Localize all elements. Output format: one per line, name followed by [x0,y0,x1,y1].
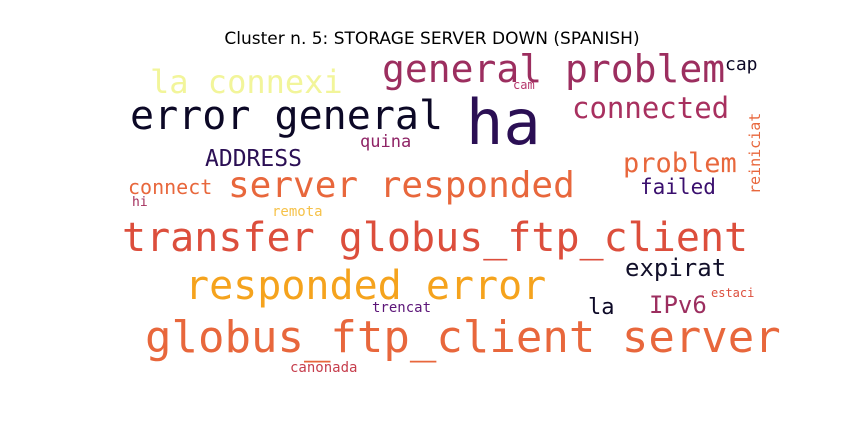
word-3: la connexi [150,63,343,101]
word-7: reiniciat [746,112,764,194]
word-21: IPv6 [649,291,707,319]
word-0: ha [466,86,541,159]
word-17: expirat [625,254,727,282]
word-14: hi [132,195,148,210]
chart-title: Cluster n. 5: STORAGE SERVER DOWN (SPANI… [224,29,640,49]
word-16: transfer globus_ftp_client [122,215,749,261]
word-12: server responded [228,165,575,206]
word-1: error general [130,93,444,139]
word-6: cam [513,78,535,92]
word-18: responded error [185,263,547,309]
word-22: trencat [372,300,432,316]
word-23: globus_ftp_client server [145,312,781,363]
word-15: remota [272,204,323,220]
word-19: estaci [711,286,755,300]
word-2: general problem [382,47,726,91]
word-24: canonada [290,360,358,376]
word-4: connected [572,91,730,125]
word-8: quina [360,132,412,152]
word-20: la [588,295,615,320]
word-11: connect [128,175,213,199]
word-5: cap [725,54,758,75]
word-10: problem [623,148,737,179]
word-13: failed [640,175,716,199]
word-9: ADDRESS [205,146,302,172]
